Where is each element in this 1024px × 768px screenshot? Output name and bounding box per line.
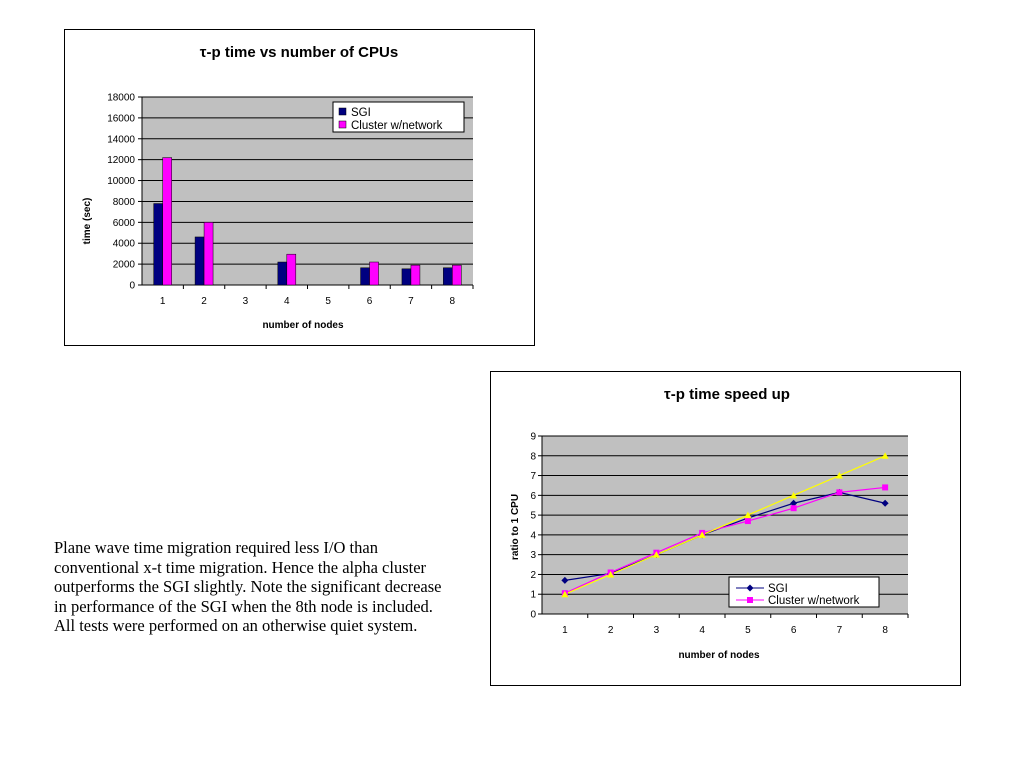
speedup-point-ideal [744,511,752,519]
speedup-x-tick-label: 8 [882,625,888,636]
bar-sgi [401,268,412,286]
bar-legend-sgi-swatch [338,107,347,116]
speedup-legend-cluster-marker [747,597,753,603]
speedup-chart-x-axis-label: number of nodes [678,650,760,661]
bar-y-tick-label: 12000 [107,155,135,166]
speedup-y-tick-label: 3 [530,550,536,561]
bar-x-tick-label: 6 [367,296,373,307]
speedup-x-tick-label: 3 [654,625,660,636]
speedup-x-tick-label: 6 [791,625,797,636]
bar-y-tick-label: 18000 [107,93,135,104]
speedup-point-sgi [881,499,889,507]
speedup-point-cluster [836,489,843,496]
speedup-y-tick-label: 6 [530,491,536,502]
speedup-point-cluster [744,518,751,525]
bar-y-tick-label: 10000 [107,176,135,187]
bar-chart-title: τ-p time vs number of CPUs [200,44,398,61]
bar-sgi [153,203,163,286]
speedup-line-cluster [564,486,886,594]
speedup-chart-legend: SGI Cluster w/network [728,576,880,608]
bar-chart-legend: SGI Cluster w/network [332,101,465,133]
bar-sgi [443,267,453,286]
bar-y-tick-label: 16000 [107,113,135,124]
speedup-point-ideal [698,531,706,538]
speedup-y-tick-label: 9 [530,432,536,443]
bar-y-tick-label: 6000 [113,218,136,229]
speedup-line-ideal [564,455,886,595]
bar-sgi [194,236,205,286]
bar-x-tick-label: 4 [284,296,290,307]
bar-y-tick-label: 4000 [113,239,136,250]
bar-chart-x-axis-label: number of nodes [262,320,344,331]
bar-chart-y-axis-label: time (sec) [82,198,93,245]
speedup-y-tick-label: 4 [530,530,536,541]
speedup-chart-title: τ-p time speed up [664,386,790,403]
bar-y-tick-label: 14000 [107,134,135,145]
speedup-chart-y-axis-label: ratio to 1 CPU [510,494,521,560]
speedup-legend-cluster-label: Cluster w/network [768,595,860,607]
bar-x-tick-label: 1 [160,296,166,307]
bar-y-tick-label: 8000 [113,197,136,208]
speedup-point-cluster [882,484,889,491]
speedup-point-sgi [561,576,569,584]
speedup-point-ideal [881,452,889,459]
bar-chart-panel: τ-p time vs number of CPUs 0 2000 4000 6000… [64,29,535,346]
speedup-x-tick-label: 2 [608,625,614,636]
speedup-y-tick-label: 7 [530,471,536,482]
bar-sgi [277,261,288,286]
bar-cluster [286,253,297,286]
bar-y-tick-label: 0 [129,281,135,292]
bar-x-tick-label: 2 [201,296,207,307]
bar-cluster [452,264,462,286]
bar-x-tick-label: 7 [408,296,414,307]
speedup-x-tick-label: 7 [837,625,843,636]
bar-cluster [369,261,379,286]
bar-legend-sgi-label: SGI [351,107,371,119]
speedup-y-tick-label: 0 [530,610,536,621]
speedup-legend-sgi-label: SGI [768,583,788,595]
speedup-chart-panel: τ-p time speed up 0 1 2 3 4 5 6 7 8 9 1 2 3 4 5 6 7 8 num… [490,371,961,686]
speedup-x-tick-label: 1 [562,625,568,636]
description-text: Plane wave time migration required less … [54,538,442,635]
speedup-y-tick-label: 8 [530,451,536,462]
bar-chart-svg: τ-p time vs number of CPUs 0 2000 4000 6000… [82,44,474,331]
speedup-y-tick-label: 5 [530,511,536,522]
speedup-point-ideal [652,551,660,558]
bar-x-tick-label: 5 [325,296,331,307]
bar-cluster [410,264,421,286]
bar-y-tick-label: 2000 [113,260,136,271]
speedup-point-cluster [790,505,797,512]
speedup-y-tick-label: 1 [530,590,536,601]
bar-legend-cluster-swatch [338,120,347,129]
bar-x-tick-label: 3 [243,296,249,307]
bar-cluster [203,222,214,286]
speedup-point-ideal [561,590,569,598]
bar-cluster [162,157,172,286]
speedup-legend-sgi-marker [746,584,754,592]
speedup-chart-svg: τ-p time speed up 0 1 2 3 4 5 6 7 8 9 1 2 3 4 5 6 7 8 num… [510,386,909,661]
speedup-point-sgi [790,499,798,507]
bar-sgi [360,267,370,286]
speedup-x-tick-label: 5 [745,625,751,636]
speedup-point-ideal [835,472,843,479]
bar-legend-cluster-label: Cluster w/network [351,120,443,132]
speedup-point-ideal [790,491,798,499]
speedup-x-tick-label: 4 [699,625,705,636]
speedup-y-tick-label: 2 [530,570,536,581]
bar-x-tick-label: 8 [450,296,456,307]
speedup-point-ideal [607,570,615,578]
